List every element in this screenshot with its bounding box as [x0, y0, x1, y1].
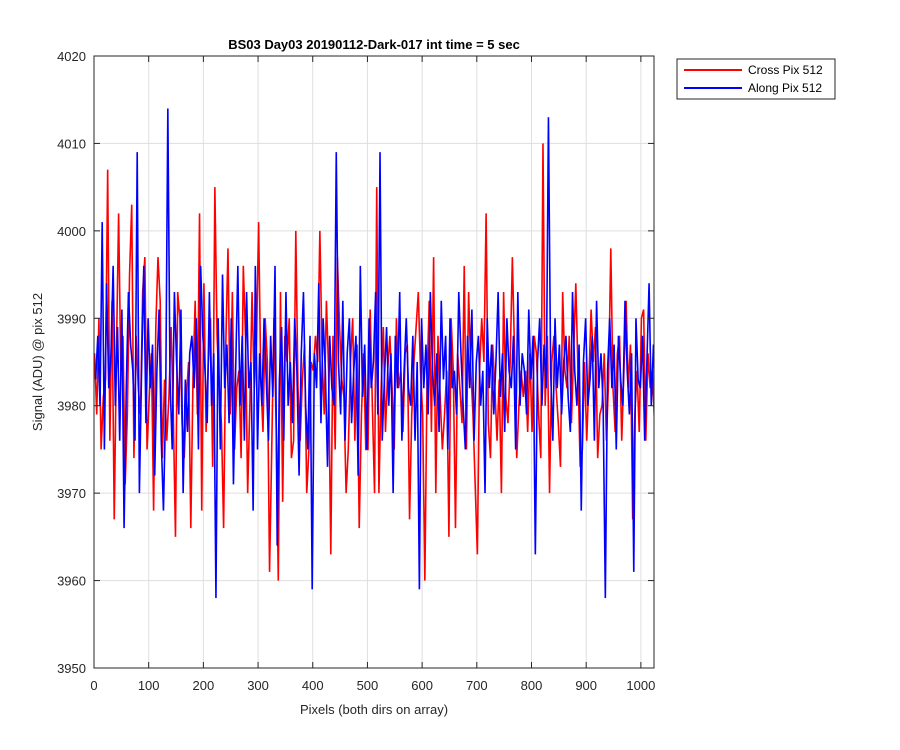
legend-label-along: Along Pix 512	[748, 81, 822, 95]
y-axis-label: Signal (ADU) @ pix 512	[30, 293, 45, 431]
x-tick-label: 500	[357, 678, 379, 693]
legend: Cross Pix 512 Along Pix 512	[676, 58, 836, 100]
chart-title: BS03 Day03 20190112-Dark-017 int time = …	[228, 37, 520, 52]
series-layer	[94, 108, 654, 599]
series-line-along-pix-512	[94, 108, 654, 599]
y-tick-label: 4020	[57, 49, 86, 64]
x-tick-label: 400	[302, 678, 324, 693]
y-tick-label: 3950	[57, 661, 86, 676]
x-tick-label: 1000	[626, 678, 655, 693]
series-group	[94, 108, 654, 599]
y-tick-label: 3990	[57, 311, 86, 326]
x-tick-label: 300	[247, 678, 269, 693]
y-tick-label: 4010	[57, 136, 86, 151]
x-tick-label: 900	[575, 678, 597, 693]
y-tick-label: 4000	[57, 224, 86, 239]
x-axis-label: Pixels (both dirs on array)	[300, 702, 448, 717]
plot-frame	[93, 55, 655, 669]
ticks: 0 100 200 300 400 500 600 700 800 900 1000 3950 3960…	[57, 49, 655, 693]
x-tick-label: 800	[521, 678, 543, 693]
y-tick-label: 3980	[57, 399, 86, 414]
x-tick-label: 100	[138, 678, 160, 693]
legend-box	[676, 58, 836, 100]
y-tick-label: 3960	[57, 574, 86, 589]
x-tick-label: 600	[411, 678, 433, 693]
y-tick-label: 3970	[57, 486, 86, 501]
x-tick-label: 700	[466, 678, 488, 693]
x-tick-label: 200	[193, 678, 215, 693]
legend-label-cross: Cross Pix 512	[748, 63, 823, 77]
x-tick-label: 0	[90, 678, 97, 693]
